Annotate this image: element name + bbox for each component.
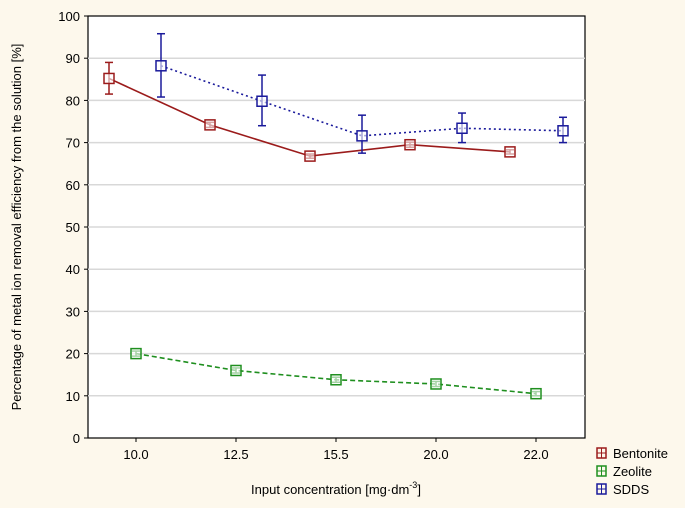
y-tick-label: 30 — [66, 304, 80, 319]
series-line — [160, 65, 564, 137]
data-point — [330, 374, 342, 386]
y-tick-label: 40 — [66, 262, 80, 277]
legend-item: SDDS — [596, 482, 649, 497]
y-tick-label: 0 — [73, 431, 80, 446]
data-point — [557, 125, 569, 137]
legend-label: Bentonite — [613, 446, 668, 461]
data-point — [430, 378, 442, 390]
y-tick-label: 70 — [66, 136, 80, 151]
y-tick-label: 80 — [66, 93, 80, 108]
y-tick-label: 100 — [58, 9, 80, 24]
series-sdds — [155, 32, 569, 154]
x-tick-label: 12.5 — [223, 447, 248, 462]
x-tick-label: 22.0 — [523, 447, 548, 462]
legend-item: Bentonite — [596, 446, 668, 461]
y-axis-label: Percentage of metal ion removal efficien… — [9, 44, 24, 411]
y-tick-label: 20 — [66, 347, 80, 362]
legend: Bentonite Zeolite SDDS — [596, 446, 668, 497]
data-point — [230, 364, 242, 377]
series-bentonite — [103, 61, 516, 162]
series-zeolite — [130, 347, 542, 400]
x-tick-label: 15.5 — [323, 447, 348, 462]
y-tick-label: 10 — [66, 389, 80, 404]
data-point — [304, 150, 316, 162]
legend-label: SDDS — [613, 482, 649, 497]
data-point — [404, 138, 416, 151]
data-point — [456, 122, 468, 135]
legend-label: Zeolite — [613, 464, 652, 479]
y-tick-label: 60 — [66, 178, 80, 193]
data-point — [204, 119, 216, 131]
data-point — [103, 72, 115, 85]
data-point — [356, 130, 368, 142]
y-tick-label: 90 — [66, 51, 80, 66]
y-tick-label: 50 — [66, 220, 80, 235]
x-tick-label: 10.0 — [123, 447, 148, 462]
x-tick-label: 20.0 — [423, 447, 448, 462]
x-axis-label: Input concentration [mg·dm-3] — [251, 480, 421, 497]
data-point — [256, 95, 268, 107]
data-point — [130, 347, 142, 360]
data-point — [155, 60, 167, 72]
legend-item: Zeolite — [596, 464, 652, 479]
data-point — [530, 387, 542, 400]
data-point — [504, 146, 516, 158]
